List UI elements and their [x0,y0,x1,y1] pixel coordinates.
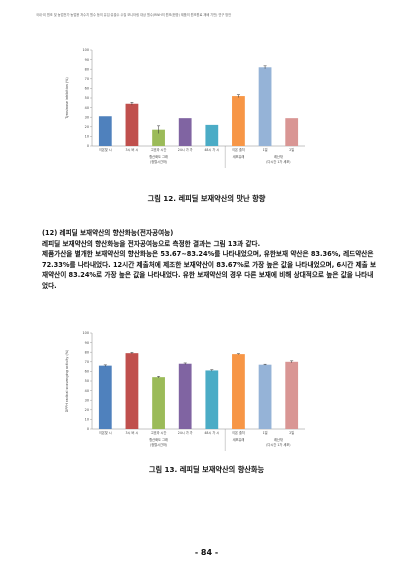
bar-chart-dpph: DPPH radical scavenging activity (%) 0 10 2… [60,325,310,465]
x-tick-label: 24시 가 가 [178,147,193,152]
group-label: (정렬시간하) [150,159,167,164]
y-axis-label: Tyrosinase inhibition (%) [65,77,69,120]
group-label: (다시간 1가 세포) [266,442,290,447]
y-tick-label: 50 [85,379,89,383]
y-tick-label: 0 [87,427,89,431]
y-tick-label: 70 [85,77,89,81]
x-tick-label: 2일 [289,147,294,152]
bar [125,103,139,146]
bar [232,354,245,429]
x-tick-label: 24시 가 가 [178,430,193,435]
bar [285,118,299,146]
y-tick-label: 10 [85,418,89,422]
group-label: 레산밖 [274,437,283,442]
x-tick-label: 2일 [289,430,294,435]
x-tick-label: 3시 버 시 [126,147,139,152]
bar [125,353,139,429]
x-tick-label: 1일 [263,430,268,435]
y-tick-label: 10 [85,135,89,139]
bar-chart-tyrosinase: Tyrosinase inhibition (%) 0 10 20 30 40 50 60 70… [60,42,310,182]
x-tick-label: 이온빛 시 [99,430,112,435]
y-tick-label: 90 [85,341,89,345]
figure-12-caption: 그림 12. 레피딜 보재약산의 맛난 향향 [147,194,266,203]
group-label: 레산밖 [274,154,283,159]
y-tick-label: 60 [85,87,89,91]
y-tick-label: 100 [83,48,89,52]
section-paragraph-2: 제품가산을 별개한 보재약산의 향산화능은 53.67~83.24%를 나타내었… [42,250,377,290]
y-tick-label: 100 [83,331,89,335]
y-tick-label: 30 [85,115,89,119]
y-tick-label: 40 [85,389,89,393]
bar [205,124,219,146]
x-tick-label: 3시 버 시 [126,430,139,435]
x-tick-label: 48시 가 시 [204,430,219,435]
y-tick-label: 20 [85,125,89,129]
y-tick-label: 70 [85,360,89,364]
y-tick-label: 30 [85,398,89,402]
y-tick-label: 90 [85,58,89,62]
x-tick-label: 48시 가 시 [204,147,219,152]
x-tick-label: 고흐라 시간 [151,430,167,435]
group-label: 세포유래 [233,154,245,159]
y-tick-label: 20 [85,408,89,412]
bar [285,361,299,429]
group-label: 항산화도 그래 [149,437,168,442]
figure-13-caption: 그림 13. 레피딜 보재약산의 향산화능 [148,465,265,474]
bar [258,364,272,429]
x-tick-label: 이온빛 시 [99,147,112,152]
x-tick-label: 이온 출처 [232,430,245,435]
x-tick-label: 1일 [263,147,268,152]
y-tick-label: 60 [85,370,89,374]
section-12: (12) 레피딜 보재약산의 향산화능(전자공여능) 레피딜 보재약산의 향산화… [42,228,377,292]
bar [98,116,112,146]
group-label: (정렬시간하) [150,442,167,447]
y-tick-label: 0 [87,144,89,148]
page-number: - 84 - [194,548,219,557]
bar [232,96,245,146]
bar [152,129,165,146]
bar [98,365,112,429]
x-tick-label: 이온 출처 [232,147,245,152]
y-tick-label: 80 [85,67,89,71]
group-label: 세포유래 [233,437,245,442]
bar [178,118,192,146]
bar [178,363,192,429]
y-axis-label: DPPH radical scavenging activity (%) [65,349,69,412]
page-header: 국내·외 원조 및 농업전기·농업용 저수지 원수 등의 유입·유출수 수질 모… [36,13,232,17]
y-tick-label: 40 [85,106,89,110]
section-paragraph-1: 레피딜 보재약산의 향산화능을 전자공여능으로 측정한 결과는 그림 13과 같… [42,239,261,248]
bar [258,67,272,146]
bar [205,370,219,429]
bar [152,377,165,429]
y-tick-label: 80 [85,350,89,354]
x-tick-label: 고흐라 시간 [151,147,167,152]
group-label: (다시간 1가 세포) [266,159,290,164]
section-title: (12) 레피딜 보재약산의 향산화능(전자공여능) [42,229,174,237]
y-tick-label: 50 [85,96,89,100]
group-label: 항산화도 그래 [149,154,168,159]
